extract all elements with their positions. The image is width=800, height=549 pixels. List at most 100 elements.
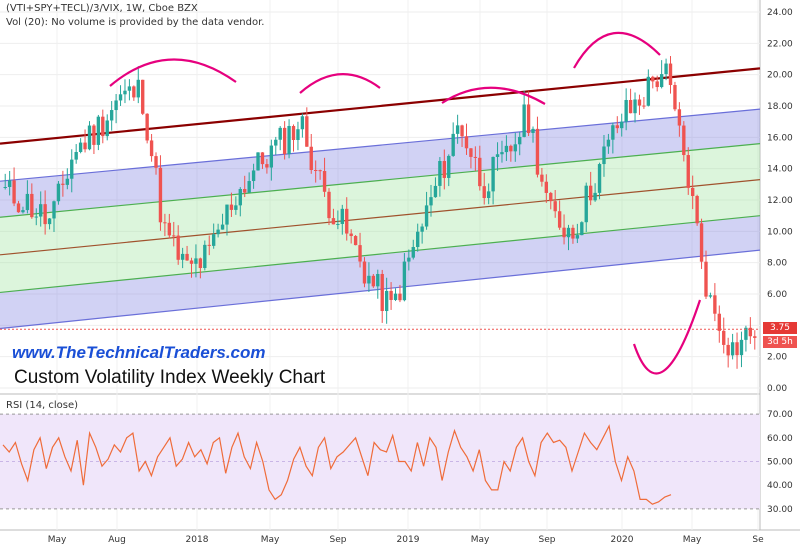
candle-body (668, 63, 673, 86)
candle-body (234, 205, 238, 210)
candle-body (39, 204, 43, 217)
candle-body (274, 139, 278, 146)
candle-body (739, 339, 744, 356)
chart-caption: Custom Volatility Index Weekly Chart (14, 367, 326, 388)
candle-body (189, 260, 194, 264)
candle-body (393, 293, 398, 300)
y-tick-label: 18.00 (767, 102, 793, 112)
candle-body (154, 156, 158, 168)
candle-body (336, 223, 340, 225)
candle-body (451, 133, 455, 156)
candle-body (637, 99, 642, 106)
candle-body (624, 99, 628, 122)
candle-body (158, 167, 163, 223)
candle-body (265, 164, 269, 168)
bar-countdown-tag: 3d 5h (763, 336, 797, 348)
candle-body (145, 113, 149, 141)
candle-body (256, 152, 260, 171)
rsi-tick-label: 30.00 (767, 505, 793, 515)
candle-body (269, 145, 274, 168)
candle-body (362, 261, 367, 284)
y-tick-label: 22.00 (767, 39, 793, 49)
candle-body (557, 211, 562, 228)
candle-body (469, 148, 473, 157)
candle-body (74, 151, 78, 160)
channel-midline (0, 179, 761, 256)
channel-band-lower-outer (0, 215, 760, 329)
candle-body (549, 192, 553, 202)
candle-body (229, 204, 234, 210)
candle-body (194, 258, 198, 264)
channel-line-upper (0, 108, 761, 182)
candle-body (132, 86, 136, 98)
y-tick-label: 0.00 (767, 384, 787, 394)
candle-body (3, 187, 7, 189)
candle-body (433, 185, 438, 198)
candle-body (105, 120, 109, 137)
candle-body (207, 244, 211, 246)
annotation-arc (632, 299, 702, 375)
candle-body (651, 76, 655, 82)
candle-body (748, 327, 753, 337)
x-tick-label: 2019 (397, 535, 420, 545)
rsi-label: RSI (14, close) (6, 400, 79, 411)
x-tick-label: Aug (108, 535, 126, 545)
candle-body (482, 186, 486, 199)
candle-body (287, 125, 291, 155)
candle-body (442, 160, 446, 178)
rsi-tick-label: 60.00 (767, 434, 793, 444)
candle-body (615, 125, 619, 129)
candle-body (163, 222, 167, 224)
candle-body (695, 195, 699, 224)
candle-body (358, 245, 362, 262)
candle-body (78, 142, 83, 152)
candle-body (278, 127, 282, 140)
candle-body (52, 201, 56, 219)
candle-body (726, 344, 730, 356)
y-tick-label: 12.00 (767, 196, 793, 206)
y-tick-label: 20.00 (767, 71, 793, 81)
candle-body (176, 235, 180, 260)
candle-body (699, 223, 704, 262)
candle-body (398, 293, 402, 301)
candle-body (540, 174, 544, 182)
candle-body (384, 290, 389, 312)
candle-body (340, 208, 344, 224)
candle-body (673, 85, 677, 110)
y-tick-label: 14.00 (767, 165, 793, 175)
candle-body (118, 94, 123, 101)
candle-body (25, 193, 30, 211)
candle-body (478, 157, 482, 187)
last-price-tag: 3.75 (763, 322, 797, 334)
candle-body (216, 229, 220, 235)
candle-body (7, 180, 12, 188)
candle-body (429, 197, 433, 206)
candle-body (744, 327, 748, 340)
candle-body (70, 159, 74, 179)
candle-body (16, 203, 21, 213)
candle-body (659, 74, 664, 88)
rsi-line (2, 424, 672, 505)
candle-body (455, 125, 460, 134)
candle-body (407, 257, 411, 262)
candle-body (305, 116, 309, 147)
channel-line-inner-upper (0, 143, 761, 218)
candle-body (345, 208, 349, 234)
candle-body (544, 181, 549, 193)
candle-body (526, 104, 531, 133)
candle-body (664, 63, 668, 75)
candle-body (203, 244, 207, 269)
candle-body (500, 152, 504, 155)
channel-band-upper-outer (0, 109, 760, 218)
candle-body (349, 233, 353, 237)
x-tick-label: May (683, 535, 702, 545)
candle-body (61, 183, 65, 185)
rsi-tick-label: 50.00 (767, 458, 793, 468)
candle-body (486, 191, 491, 199)
candle-body (296, 129, 300, 140)
candle-body (309, 146, 313, 171)
candle-body (367, 275, 371, 284)
candle-body (606, 139, 611, 147)
candle-body (722, 330, 726, 345)
